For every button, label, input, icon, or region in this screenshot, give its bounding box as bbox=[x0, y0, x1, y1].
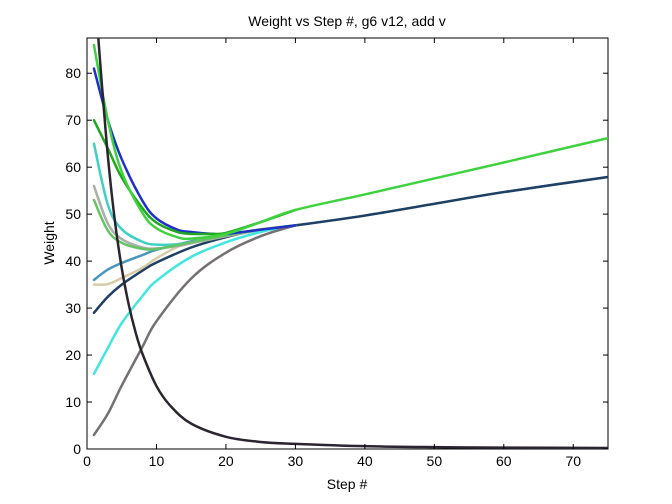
y-tick-label: 80 bbox=[65, 65, 81, 81]
series-line-9 bbox=[92, 67, 297, 236]
x-tick-label: 20 bbox=[218, 453, 234, 469]
x-tick-label: 0 bbox=[83, 453, 91, 469]
x-tick-label: 50 bbox=[427, 453, 443, 469]
series-lines bbox=[92, 38, 608, 449]
series-line-12 bbox=[97, 38, 608, 449]
y-tick-label: 40 bbox=[65, 253, 81, 269]
chart-title: Weight vs Step #, g6 v12, add v bbox=[248, 13, 445, 29]
plot-area bbox=[86, 37, 609, 450]
y-tick-label: 50 bbox=[65, 206, 81, 222]
axis-ticks: 0 10 20 30 40 50 60 70 0 10 20 30 40 50 60 70 80 bbox=[65, 38, 608, 469]
series-line-7 bbox=[92, 224, 297, 376]
series-line-11 bbox=[92, 43, 608, 241]
x-tick-label: 30 bbox=[288, 453, 304, 469]
y-axis-title: Weight bbox=[41, 221, 57, 264]
x-axis-title: Step # bbox=[327, 476, 368, 492]
y-tick-label: 0 bbox=[73, 441, 81, 457]
y-tick-label: 30 bbox=[65, 300, 81, 316]
x-tick-label: 10 bbox=[149, 453, 165, 469]
x-tick-label: 60 bbox=[496, 453, 512, 469]
x-tick-label: 40 bbox=[357, 453, 373, 469]
series-line-8 bbox=[92, 224, 297, 437]
y-tick-label: 70 bbox=[65, 112, 81, 128]
y-tick-label: 20 bbox=[65, 347, 81, 363]
y-tick-label: 10 bbox=[65, 394, 81, 410]
y-tick-label: 60 bbox=[65, 159, 81, 175]
x-tick-label: 70 bbox=[565, 453, 581, 469]
